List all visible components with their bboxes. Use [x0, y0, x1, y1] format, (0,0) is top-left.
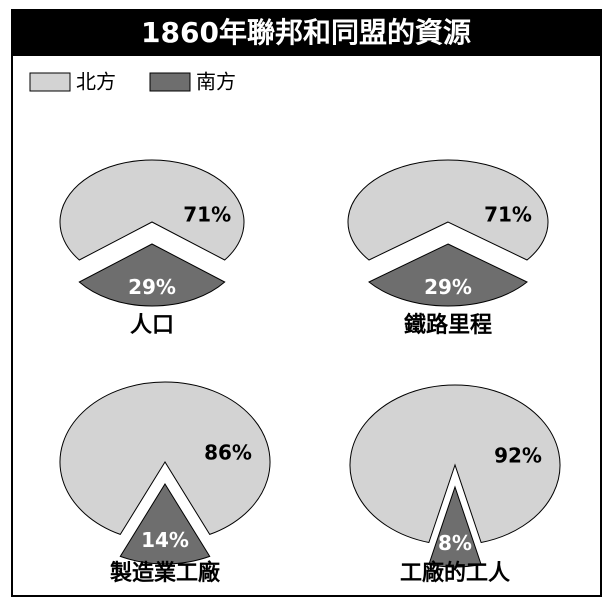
value-label: 71% [484, 202, 532, 226]
pie-title: 鐵路里程 [404, 312, 492, 338]
value-label: 8% [438, 531, 472, 555]
value-label: 86% [204, 441, 252, 465]
legend-label: 南方 [196, 70, 236, 94]
pie-title: 人口 [130, 313, 174, 338]
legend-swatch [30, 73, 70, 91]
value-label: 29% [424, 275, 472, 299]
value-label: 71% [183, 202, 231, 226]
chart: 1860年聯邦和同盟的資源 北方 南方 71% 29% 人口 71% 29% 鐵路里程 86% 1… [0, 0, 613, 597]
value-label: 14% [141, 528, 189, 552]
legend-label: 北方 [76, 70, 116, 94]
pie-title: 製造業工廠 [109, 560, 221, 586]
pie-title: 工廠的工人 [400, 560, 510, 586]
value-label: 29% [128, 275, 176, 299]
legend-swatch [150, 73, 190, 91]
chart-title: 1860年聯邦和同盟的資源 [141, 16, 471, 49]
value-label: 92% [494, 444, 542, 468]
